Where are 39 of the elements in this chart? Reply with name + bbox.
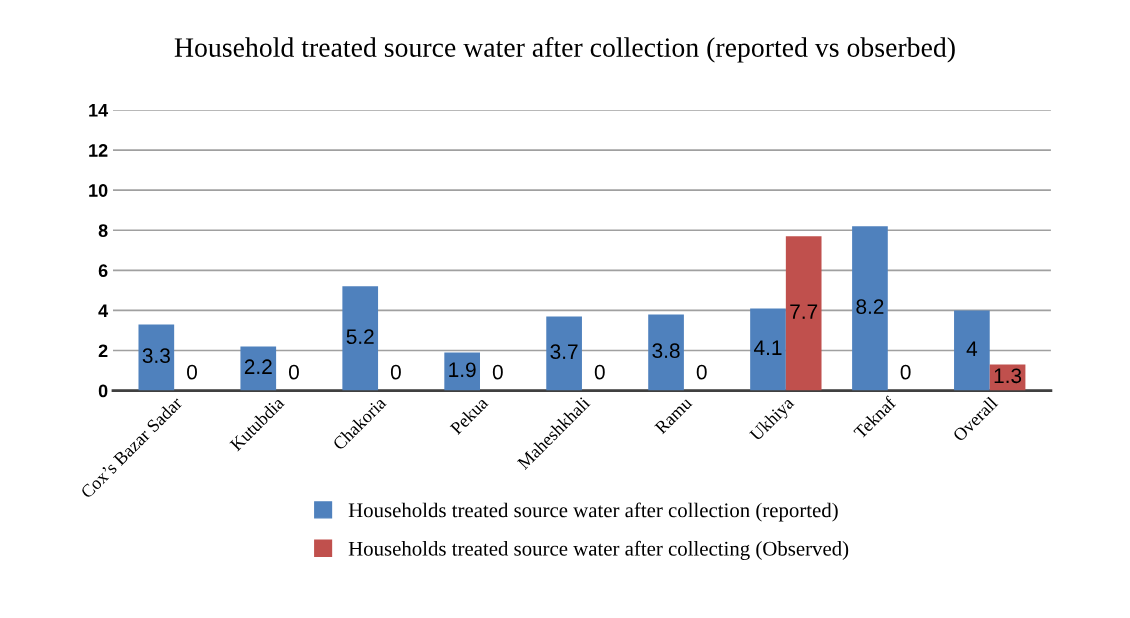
data-label: 3.3 [142, 348, 170, 364]
bar [342, 286, 379, 391]
bar [852, 226, 888, 391]
data-label: 0 [187, 364, 197, 380]
legend-label: Households treated source water after collecting (Observed) [348, 540, 849, 561]
chart-title: Household treated source water after collection (reported vs obserbed) [174, 37, 955, 63]
y-tick-label: 8 [98, 224, 108, 237]
data-label: 0 [594, 364, 605, 380]
data-label: 0 [696, 364, 707, 380]
data-label: 0 [492, 364, 503, 380]
data-label: 2.2 [244, 359, 272, 374]
y-tick-label: 6 [98, 264, 108, 278]
legend-label: Households treated source water after collection (reported) [348, 502, 838, 522]
data-label: 0 [288, 364, 299, 380]
y-tick-label: 10 [89, 184, 108, 197]
data-label: 3.8 [652, 343, 680, 359]
bar [648, 314, 684, 391]
bar [954, 310, 990, 391]
y-tick-label: 2 [98, 344, 108, 358]
y-tick-label: 4 [98, 304, 109, 317]
bar [785, 236, 822, 391]
data-label: 0 [390, 364, 401, 380]
bar [750, 308, 786, 391]
bar [546, 316, 582, 391]
data-label: 7.7 [790, 304, 818, 319]
data-label: 5.2 [346, 329, 374, 345]
bar [240, 346, 277, 391]
bar [444, 352, 480, 391]
data-label: 1.9 [449, 362, 476, 378]
data-label: 8.2 [856, 299, 884, 314]
y-tick-label: 0 [98, 384, 108, 398]
data-label: 4 [966, 341, 978, 356]
data-label: 1.3 [994, 368, 1022, 384]
data-label: 0 [900, 364, 911, 380]
y-tick-label: 12 [89, 144, 108, 157]
y-tick-label: 14 [89, 104, 109, 117]
bar [138, 324, 175, 391]
data-label: 4.1 [754, 340, 782, 355]
data-label: 3.7 [550, 344, 578, 360]
